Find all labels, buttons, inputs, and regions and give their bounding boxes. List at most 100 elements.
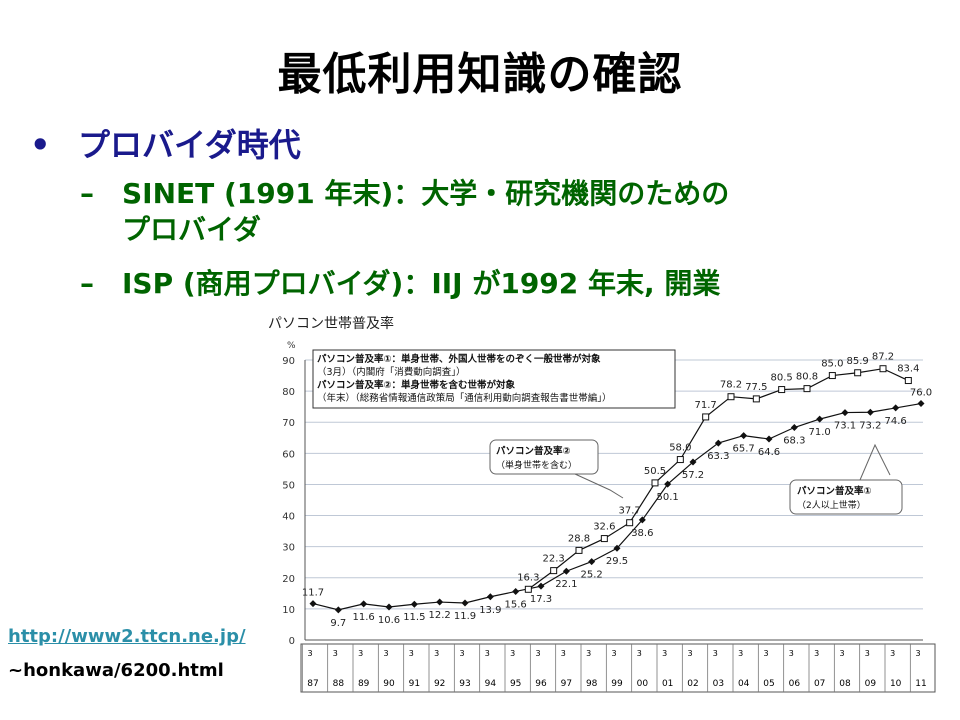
slide-title: 最低利用知識の確認 bbox=[277, 49, 683, 100]
data-label: 28.8 bbox=[568, 533, 590, 544]
x-tick-label: 06 bbox=[789, 679, 801, 689]
source-link-path: ~honkawa/6200.html bbox=[8, 660, 224, 681]
x-axis-month-marker: 3 bbox=[687, 649, 692, 658]
data-point bbox=[600, 535, 608, 543]
x-tick-label: 11 bbox=[915, 679, 926, 689]
x-tick-label: 89 bbox=[358, 679, 370, 689]
callout-series1-sub: （2人以上世帯） bbox=[797, 499, 866, 511]
legend-box bbox=[312, 349, 676, 409]
data-label: 15.6 bbox=[505, 599, 527, 610]
x-axis-month-marker: 3 bbox=[561, 649, 566, 658]
data-label: 17.3 bbox=[530, 594, 552, 605]
data-label: 11.9 bbox=[454, 611, 476, 622]
x-tick-label: 94 bbox=[485, 679, 497, 689]
x-axis-month-marker: 3 bbox=[662, 649, 667, 658]
data-point bbox=[689, 458, 697, 466]
data-label: 73.2 bbox=[859, 420, 881, 431]
x-axis-month-marker: 3 bbox=[535, 649, 540, 658]
callout-series2-title: パソコン普及率② bbox=[496, 445, 571, 457]
data-point bbox=[512, 587, 520, 595]
x-axis-month-marker: 3 bbox=[890, 649, 895, 658]
x-axis-month-marker: 3 bbox=[485, 649, 490, 658]
data-point bbox=[727, 393, 735, 401]
x-axis-month-marker: 3 bbox=[915, 649, 920, 658]
data-label: 29.5 bbox=[606, 556, 628, 567]
data-label: 71.0 bbox=[809, 427, 831, 438]
callout-series2-pointer bbox=[574, 473, 624, 499]
x-axis-month-marker: 3 bbox=[738, 649, 743, 658]
bullet-marker: • bbox=[30, 126, 51, 164]
data-point bbox=[626, 519, 634, 527]
x-axis-month-marker: 3 bbox=[586, 649, 591, 658]
x-axis-month-marker: 3 bbox=[763, 649, 768, 658]
x-tick-label: 90 bbox=[383, 679, 395, 689]
data-label: 64.6 bbox=[758, 447, 780, 458]
data-label: 16.3 bbox=[517, 572, 539, 583]
data-point bbox=[613, 544, 621, 552]
data-label: 87.2 bbox=[872, 352, 894, 363]
x-tick-label: 08 bbox=[839, 679, 851, 689]
y-tick-label: 60 bbox=[282, 449, 295, 460]
data-label: 32.6 bbox=[593, 522, 615, 533]
x-axis-month-marker: 3 bbox=[789, 649, 794, 658]
y-tick-label: 10 bbox=[282, 605, 295, 616]
callout-series1 bbox=[789, 479, 903, 515]
x-tick-label: 10 bbox=[890, 679, 902, 689]
x-tick-label: 91 bbox=[409, 679, 420, 689]
x-tick-label: 02 bbox=[687, 679, 698, 689]
dash-marker: – bbox=[80, 267, 94, 300]
data-point bbox=[309, 600, 317, 608]
x-axis-month-marker: 3 bbox=[611, 649, 616, 658]
data-point bbox=[676, 456, 684, 464]
data-point bbox=[461, 599, 469, 607]
data-point bbox=[892, 404, 900, 412]
y-tick-label: 40 bbox=[282, 512, 295, 523]
subitem-text-line1: ISP (商用プロバイダ)：IIJ が1992 年末, 開業 bbox=[122, 267, 721, 300]
data-point bbox=[765, 435, 773, 443]
data-point bbox=[816, 415, 824, 423]
x-axis-month-marker: 3 bbox=[814, 649, 819, 658]
y-tick-label: 50 bbox=[282, 480, 295, 491]
data-label: 68.3 bbox=[783, 436, 805, 447]
x-axis-band bbox=[300, 643, 936, 693]
y-tick-label: 80 bbox=[282, 387, 295, 398]
legend-line: （3月）（内閣府「消費動向調査」） bbox=[317, 366, 466, 378]
x-axis-month-marker: 3 bbox=[865, 649, 870, 658]
data-point bbox=[828, 372, 836, 380]
x-tick-label: 92 bbox=[434, 679, 445, 689]
x-axis-month-marker: 3 bbox=[333, 649, 338, 658]
chart-title: パソコン世帯普及率 bbox=[268, 316, 394, 332]
data-label: 71.7 bbox=[695, 400, 717, 411]
source-link[interactable]: http://www2.ttcn.ne.jp/ bbox=[8, 626, 246, 647]
data-label: 12.2 bbox=[429, 610, 451, 621]
data-point bbox=[803, 385, 811, 393]
data-label: 50.5 bbox=[644, 466, 666, 477]
data-point bbox=[702, 413, 710, 421]
data-label: 80.8 bbox=[796, 372, 818, 383]
data-label: 73.1 bbox=[834, 421, 856, 432]
data-label: 83.4 bbox=[897, 364, 919, 375]
data-label: 58.0 bbox=[669, 443, 691, 454]
callout-series2-sub: （単身世帯を含む） bbox=[496, 459, 577, 471]
annotations: パソコン普及率①：単身世帯、外国人世帯をのぞく一般世帯が対象（3月）（内閣府「消… bbox=[312, 349, 903, 515]
data-point bbox=[778, 386, 786, 394]
data-point bbox=[664, 480, 672, 488]
series-line bbox=[527, 368, 909, 590]
x-axis-month-marker: 3 bbox=[839, 649, 844, 658]
dash-marker: – bbox=[80, 177, 94, 210]
bullet-item: • プロバイダ時代 bbox=[30, 120, 301, 166]
x-axis-month-marker: 3 bbox=[434, 649, 439, 658]
x-axis-month-marker: 3 bbox=[713, 649, 718, 658]
data-point bbox=[904, 377, 912, 385]
x-axis-month-marker: 3 bbox=[383, 649, 388, 658]
data-label: 80.5 bbox=[771, 373, 793, 384]
series bbox=[309, 365, 925, 614]
data-point bbox=[360, 600, 368, 608]
data-point bbox=[550, 567, 558, 575]
data-point bbox=[638, 516, 646, 524]
data-point bbox=[334, 606, 342, 614]
data-point bbox=[524, 585, 532, 593]
x-tick-label: 99 bbox=[611, 679, 623, 689]
data-label: 9.7 bbox=[330, 618, 346, 629]
data-point bbox=[537, 582, 545, 590]
